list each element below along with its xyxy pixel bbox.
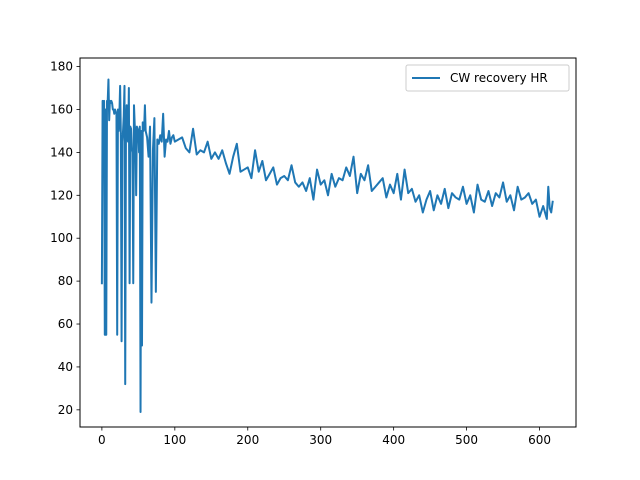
axes-frame (79, 57, 577, 428)
y-tick-label: 40 (58, 360, 73, 374)
legend-box (405, 64, 570, 92)
y-tick-label: 60 (58, 317, 73, 331)
y-tick-label: 20 (58, 403, 73, 417)
legend-label: CW recovery HR (450, 71, 548, 85)
x-tick-label: 0 (98, 433, 106, 447)
y-tick-label: 180 (50, 60, 73, 74)
x-tick-label: 500 (455, 433, 478, 447)
x-tick-label: 400 (382, 433, 405, 447)
plot-area (100, 78, 554, 413)
x-tick-label: 300 (309, 433, 332, 447)
x-tick-label: 200 (236, 433, 259, 447)
axes: 0 100 200 300 400 500 600 20 40 60 80 100 120 140 160 1… (50, 57, 577, 447)
y-tick-label: 140 (50, 145, 73, 159)
y-tick-label: 80 (58, 274, 73, 288)
x-tick-label: 100 (163, 433, 186, 447)
y-tick-label: 120 (50, 188, 73, 202)
legend: CW recovery HR (405, 64, 570, 92)
series-line-0 (100, 78, 554, 413)
y-tick-label: 160 (50, 102, 73, 116)
x-tick-label: 600 (528, 433, 551, 447)
y-tick-label: 100 (50, 231, 73, 245)
